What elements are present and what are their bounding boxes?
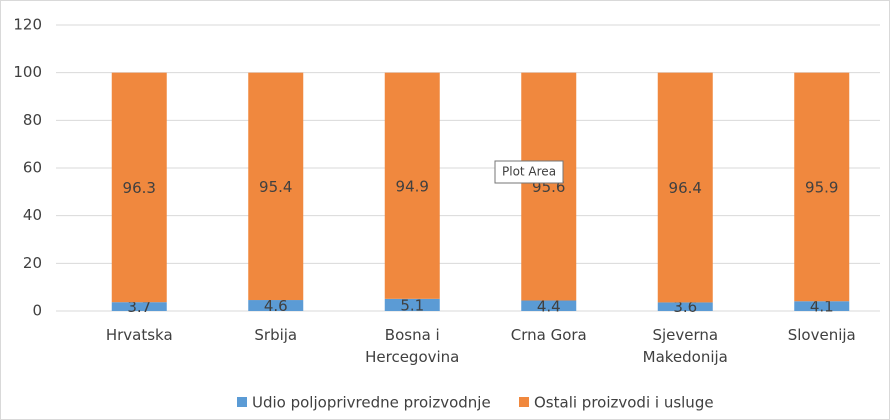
y-tick-label: 100	[13, 63, 42, 81]
x-tick-label: Crna Gora	[511, 326, 587, 344]
y-tick-label: 40	[23, 206, 42, 224]
bar-segment	[794, 301, 850, 311]
bar-segment	[521, 72, 577, 301]
x-tick-label: Hrvatska	[106, 326, 173, 344]
y-tick-label: 0	[32, 302, 42, 320]
x-tick-label: Sjeverna Makedonija	[643, 326, 728, 366]
legend-label: Udio poljoprivredne proizvodnje	[252, 394, 491, 412]
bar-segment	[794, 72, 850, 302]
data-label: 4.1	[810, 298, 834, 316]
bar-segment	[657, 72, 713, 303]
data-label: 4.4	[537, 297, 561, 315]
legend-swatch	[519, 397, 529, 407]
bar-segment	[384, 298, 440, 311]
tooltip-box	[494, 160, 564, 184]
y-tick-label: 120	[13, 16, 42, 34]
bar-segment	[657, 302, 713, 311]
bar-segment	[521, 300, 577, 311]
y-tick-label: 60	[23, 159, 42, 177]
legend-swatch	[237, 397, 247, 407]
y-tick-label: 80	[23, 111, 42, 129]
data-label: 3.7	[127, 298, 151, 316]
x-tick-label: Bosna i Hercegovina	[365, 326, 459, 366]
data-label: 3.6	[673, 298, 697, 316]
data-label: 4.6	[264, 297, 288, 315]
data-label: 96.4	[669, 179, 702, 197]
data-label: 96.3	[123, 179, 156, 197]
bar-segment	[384, 72, 440, 299]
data-label: 94.9	[396, 177, 429, 195]
bar-segment	[111, 302, 167, 311]
x-tick-label: Srbija	[254, 326, 297, 344]
bar-segment	[248, 300, 304, 311]
data-label: 95.9	[805, 178, 838, 196]
bar-segment	[248, 72, 304, 301]
bar-segment	[111, 72, 167, 303]
y-tick-label: 20	[23, 254, 42, 272]
x-tick-label: Slovenija	[788, 326, 856, 344]
data-label: 5.1	[400, 296, 424, 314]
tooltip: Plot Area	[502, 165, 556, 179]
data-label: 95.4	[259, 178, 292, 196]
legend-label: Ostali proizvodi i usluge	[534, 394, 714, 412]
